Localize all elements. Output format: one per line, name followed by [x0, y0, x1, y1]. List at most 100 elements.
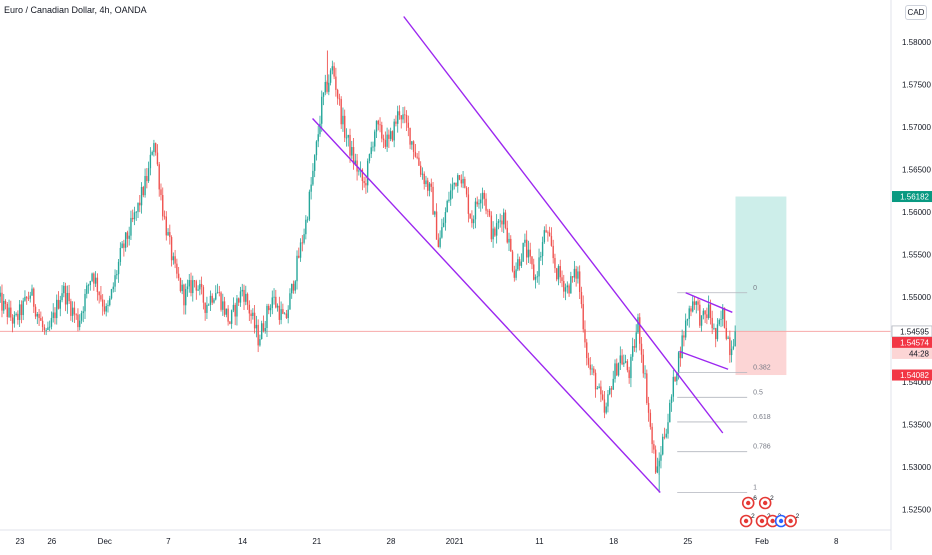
candle-body — [391, 131, 394, 141]
candle-body — [248, 304, 251, 314]
candle-body — [554, 258, 556, 269]
candle-body — [195, 281, 198, 291]
candle-body — [720, 319, 722, 320]
candle-body — [282, 309, 284, 314]
candle-body — [577, 271, 579, 279]
candle-body — [259, 339, 261, 346]
y-tick-label: 1.58000 — [902, 38, 931, 47]
candle-body — [54, 312, 56, 319]
candle-body — [250, 313, 252, 316]
candle-body — [541, 242, 544, 257]
trend-lines[interactable] — [312, 16, 733, 493]
candle-body — [529, 249, 531, 257]
candle-body — [649, 412, 652, 427]
candle-body — [75, 314, 77, 316]
x-tick-label: Feb — [755, 537, 769, 546]
candle-body — [626, 361, 629, 371]
position-zones[interactable] — [0, 196, 891, 376]
target-zone[interactable] — [735, 196, 787, 332]
candle-body — [548, 232, 551, 237]
candle-body — [50, 317, 53, 327]
candle-body — [409, 127, 411, 145]
candle-body — [439, 237, 441, 247]
candle-body — [299, 242, 302, 258]
candle-body — [570, 276, 572, 294]
trend-line-lower[interactable] — [312, 118, 661, 493]
candle-body — [45, 329, 47, 331]
candle-body — [128, 235, 130, 239]
candle-body — [578, 271, 581, 292]
candle-body — [722, 307, 724, 320]
candle-body — [610, 388, 613, 390]
trend-line-wedge-bottom[interactable] — [679, 350, 729, 370]
candle-body — [287, 309, 289, 319]
candle-body — [132, 217, 134, 220]
candle-body — [202, 287, 205, 303]
currency-badge[interactable]: CAD — [905, 5, 927, 20]
candle-body — [197, 289, 199, 291]
candle-body — [329, 70, 332, 83]
event-markers[interactable]: 622232 — [739, 495, 800, 528]
candle-body — [181, 284, 183, 292]
candle-body — [501, 220, 503, 225]
event-marker-dot — [762, 500, 768, 506]
candle-body — [494, 228, 496, 236]
stop-zone[interactable] — [735, 331, 787, 376]
candle-body — [94, 277, 97, 284]
candle-body — [524, 239, 526, 243]
candle-body — [688, 308, 690, 320]
candle-body — [557, 266, 560, 280]
candle-body — [84, 293, 86, 312]
x-tick-label: 26 — [47, 537, 56, 546]
candle-body — [64, 285, 67, 305]
fibonacci-retracement[interactable]: 0 0.382 0.5 0.618 0.786 1 — [677, 285, 771, 493]
candle-body — [533, 264, 535, 280]
candle-body — [386, 134, 388, 147]
candle-body — [257, 324, 259, 346]
trend-line-upper[interactable] — [403, 16, 724, 434]
candle-body — [381, 124, 383, 139]
y-tick-label: 1.56500 — [902, 166, 931, 175]
candle-body — [483, 192, 485, 199]
candle-body — [22, 300, 24, 316]
candle-body — [11, 317, 14, 324]
candle-body — [10, 307, 12, 318]
candle-body — [510, 238, 512, 252]
candle-body — [681, 335, 683, 359]
candle-body — [87, 284, 90, 286]
candle-body — [121, 243, 123, 248]
candle-body — [192, 280, 194, 294]
candle-body — [476, 201, 478, 205]
candle-body — [421, 173, 424, 175]
candle-body — [204, 302, 206, 313]
candle-body — [239, 291, 242, 303]
candle-body — [446, 200, 448, 213]
time-axis[interactable]: 23 26 Dec 7 14 21 28 2021 11 18 25 Feb 8 — [16, 537, 839, 546]
candle-body — [471, 218, 473, 224]
candle-body — [707, 304, 710, 319]
candle-body — [347, 134, 349, 138]
candle-body — [444, 212, 447, 223]
candle-body — [564, 287, 567, 292]
candle-body — [246, 293, 249, 305]
candle-body — [561, 277, 563, 281]
candle-body — [6, 304, 8, 317]
candle-body — [419, 165, 422, 175]
candle-body — [100, 295, 102, 300]
trend-line-wedge-top[interactable] — [685, 292, 733, 313]
candle-body — [527, 249, 530, 258]
candle-body — [633, 346, 636, 348]
candle-body — [374, 131, 376, 147]
candle-body — [222, 301, 224, 310]
candle-body — [503, 212, 505, 225]
candle-body — [457, 175, 459, 186]
candle-body — [432, 186, 434, 215]
candle-body — [601, 394, 604, 400]
candle-body — [193, 280, 196, 282]
candle-body — [308, 191, 311, 220]
candle-body — [593, 368, 595, 373]
candle-body — [167, 232, 169, 236]
